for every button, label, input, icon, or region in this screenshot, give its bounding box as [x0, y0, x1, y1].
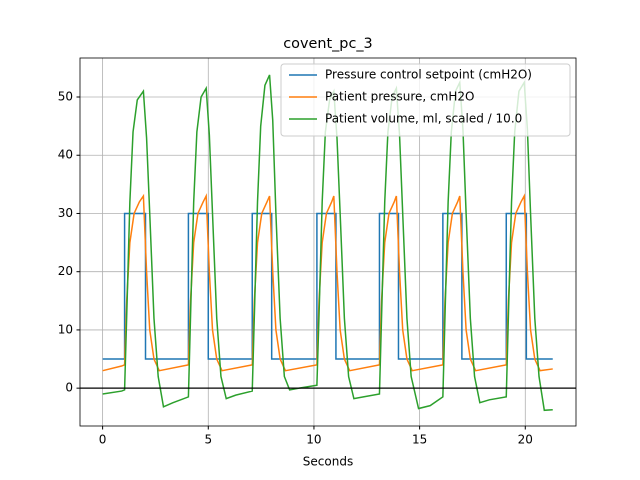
- data-line: [102, 193, 553, 372]
- x-tick-label: 20: [518, 433, 533, 447]
- legend-label: Patient pressure, cmH2O: [325, 90, 474, 104]
- y-tick-label: 40: [58, 148, 73, 162]
- y-tick-label: 10: [58, 322, 73, 336]
- x-tick-label: 0: [99, 433, 107, 447]
- legend-label: Pressure control setpoint (cmH2O): [325, 68, 532, 82]
- legend-label: Patient volume, ml, scaled / 10.0: [325, 112, 522, 126]
- y-tick-label: 20: [58, 264, 73, 278]
- axes-frame: [79, 57, 577, 427]
- chart-title: covent_pc_3: [283, 36, 372, 52]
- x-tick-label: 15: [412, 433, 427, 447]
- x-axis-label: Seconds: [303, 455, 353, 469]
- x-tick-label: 10: [306, 433, 321, 447]
- legend-box: [280, 63, 571, 137]
- y-tick-label: 50: [58, 90, 73, 104]
- x-tick-label: 5: [204, 433, 212, 447]
- y-tick-label: 0: [65, 381, 73, 395]
- y-tick-label: 30: [58, 206, 73, 220]
